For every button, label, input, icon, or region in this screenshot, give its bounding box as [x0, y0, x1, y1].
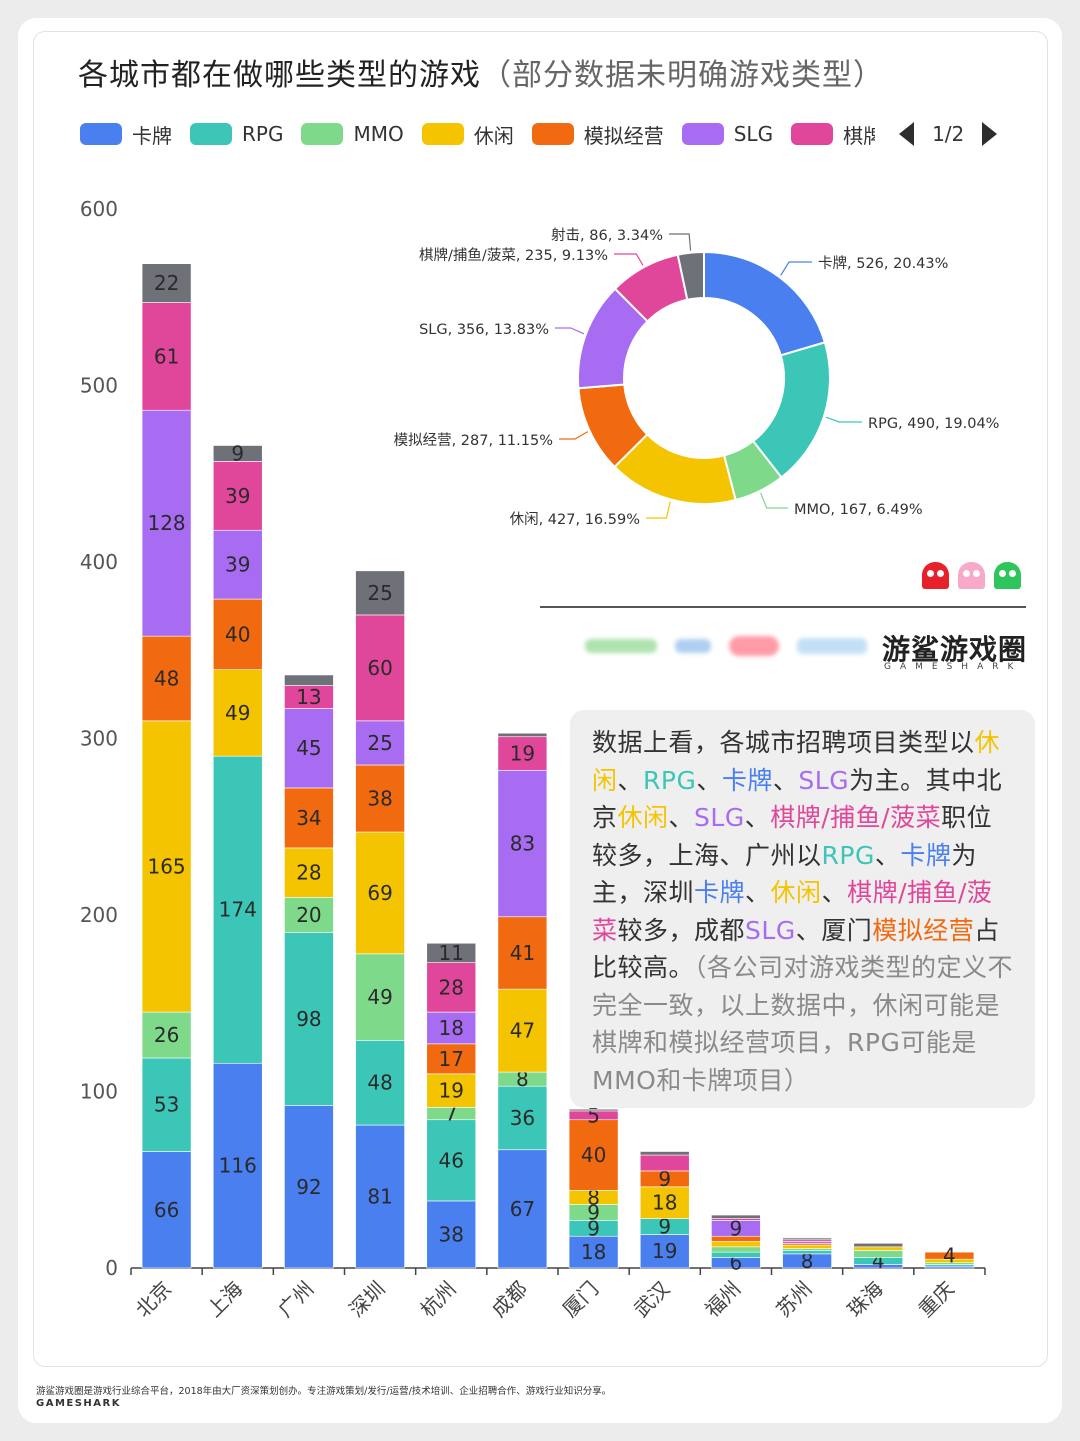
summary-segment: 卡牌 [694, 878, 746, 907]
legend: 卡牌 RPG MMO 休闲 模拟经营 SLG 棋牌 1/2 [80, 118, 998, 150]
summary-segment: 、 [874, 840, 901, 870]
summary-segment: 数据上看，各城市招聘项目类型以 [592, 728, 975, 757]
legend-swatch [421, 123, 464, 145]
title-main: 各城市都在做哪些类型的游戏 [78, 58, 481, 93]
summary-segment: 卡牌 [721, 765, 773, 795]
partner-logo [797, 638, 867, 654]
footer-brand: GAMESHARK [36, 1398, 121, 1409]
legend-label: RPG [242, 122, 284, 146]
chart-panel [33, 31, 1048, 1367]
summary-segment: 、 [772, 765, 799, 795]
summary-segment: 占比较高。 [592, 915, 1000, 983]
ghost-icon [994, 562, 1021, 589]
footer-description: 游鲨游戏圈是游戏行业综合平台，2018年由大厂资深策划创办。专注游戏策划/发行/… [36, 1386, 612, 1397]
summary-segment: 卡牌 [900, 840, 952, 870]
summary-segment: 模拟经营 [872, 915, 975, 945]
legend-item[interactable]: 休闲 [421, 120, 514, 149]
ghost-icons [922, 562, 1021, 589]
legend-swatch [301, 123, 344, 145]
summary-segment: 、 [745, 878, 771, 907]
legend-page: 1/2 [932, 122, 965, 146]
legend-item[interactable]: 棋牌 [791, 120, 875, 149]
legend-label: 模拟经营 [583, 123, 664, 148]
summary-segment: 休闲 [592, 728, 1001, 795]
summary-box: 数据上看，各城市招聘项目类型以休闲、RPG、卡牌、SLG为主。其中北京休闲、SL… [570, 710, 1035, 1108]
summary-segment: SLG [745, 915, 796, 945]
chart-title: 各城市都在做哪些类型的游戏（部分数据未明确游戏类型） [78, 50, 884, 94]
summary-segment: RPG [643, 765, 697, 795]
brand-logo: 游鲨游戏圈 [882, 633, 1028, 666]
summary-segment: 、 [744, 803, 771, 832]
legend-item[interactable]: 模拟经营 [531, 120, 664, 149]
summary-segment: 休闲 [770, 878, 822, 907]
legend-label: 卡牌 [132, 123, 172, 148]
prev-page-icon[interactable] [899, 122, 915, 146]
legend-swatch [681, 123, 724, 145]
summary-segment: 、 [696, 765, 722, 795]
legend-pager: 1/2 [899, 122, 998, 146]
summary-segment: SLG [798, 765, 850, 795]
summary-segment: RPG [821, 840, 875, 870]
next-page-icon[interactable] [982, 122, 998, 146]
legend-item[interactable]: 卡牌 [80, 120, 172, 149]
summary-segment: （各公司对游戏类型的定义不完全一致，以上数据中，休闲可能是棋牌和模拟经营项目，R… [592, 953, 1014, 1095]
legend-swatch [80, 123, 122, 145]
summary-segment: 较多，成都 [617, 915, 746, 945]
legend-swatch [791, 123, 834, 145]
summary-segment: 为主，深圳 [592, 840, 977, 908]
ghost-icon [958, 562, 985, 589]
partner-logo [729, 636, 779, 656]
legend-label: SLG [733, 122, 774, 146]
summary-segment: 、 [617, 765, 644, 795]
summary-segment: 棋牌/捕鱼/菠菜 [592, 878, 993, 945]
partner-logos [585, 632, 870, 660]
legend-item[interactable]: MMO [301, 122, 404, 146]
summary-segment: 、厦门 [795, 915, 873, 945]
legend-label: 休闲 [473, 123, 514, 148]
title-subtitle: （部分数据未明确游戏类型） [481, 58, 884, 93]
summary-segment: 职位较多，上海、广州以 [592, 803, 993, 870]
partner-logo [585, 639, 657, 653]
summary-segment: 、 [821, 878, 848, 907]
legend-swatch [190, 123, 232, 145]
summary-segment: 为主。其中北京 [592, 765, 1003, 833]
summary-segment: 棋牌/捕鱼/菠菜 [770, 803, 942, 832]
legend-label: 棋牌 [843, 123, 876, 148]
legend-item[interactable]: RPG [190, 122, 283, 146]
summary-segment: SLG [694, 803, 745, 832]
partner-logo [675, 639, 711, 653]
summary-text: 数据上看，各城市招聘项目类型以休闲、RPG、卡牌、SLG为主。其中北京休闲、SL… [592, 724, 1017, 1099]
ghost-icon [922, 562, 949, 589]
brand-sub: GAMESHARK [884, 662, 1023, 672]
divider [540, 606, 1026, 608]
legend-item[interactable]: SLG [681, 122, 774, 146]
summary-segment: 、 [668, 803, 695, 832]
summary-segment: 休闲 [617, 803, 669, 832]
legend-swatch [531, 123, 574, 145]
legend-label: MMO [353, 122, 404, 146]
